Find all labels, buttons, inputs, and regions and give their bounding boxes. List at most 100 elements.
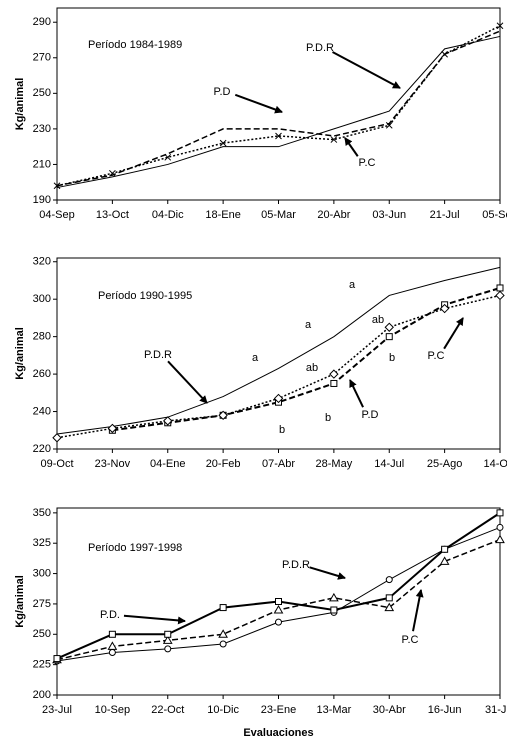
y-tick-label: 290 xyxy=(33,16,51,28)
y-tick-label: 320 xyxy=(33,256,51,268)
point xyxy=(330,136,338,143)
point xyxy=(107,641,118,650)
y-tick-label: 250 xyxy=(33,628,51,640)
point xyxy=(330,379,338,387)
point xyxy=(219,640,227,648)
series-arrow xyxy=(332,51,401,89)
series-arrow xyxy=(123,614,186,625)
x-tick-label: 10-Sep xyxy=(95,704,130,716)
point xyxy=(441,545,449,553)
x-tick-label: 14-Oct xyxy=(483,458,507,470)
x-tick-label: 16-Jun xyxy=(428,704,462,716)
point xyxy=(164,153,172,161)
series-label: P.D xyxy=(214,86,231,98)
y-tick-label: 275 xyxy=(33,598,51,610)
y-tick-label: 260 xyxy=(33,368,51,380)
point xyxy=(273,393,284,404)
y-tick-label: 350 xyxy=(33,507,51,519)
chart-title: Período 1984-1989 xyxy=(88,39,182,51)
y-tick-label: 240 xyxy=(33,405,51,417)
series-arrow xyxy=(443,317,464,350)
x-axis-label: Evaluaciones xyxy=(243,727,313,739)
point xyxy=(163,416,173,426)
point xyxy=(219,604,227,612)
x-tick-label: 05-Mar xyxy=(261,209,296,221)
y-tick-label: 280 xyxy=(33,331,51,343)
point xyxy=(496,523,504,531)
y-tick-label: 190 xyxy=(33,194,51,206)
x-tick-label: 04-Dic xyxy=(152,209,184,221)
x-tick-label: 20-Abr xyxy=(317,209,350,221)
series-label: P.D.R xyxy=(306,42,334,54)
y-tick-label: 250 xyxy=(33,87,51,99)
annotation: b xyxy=(389,352,395,364)
x-tick-label: 09-Oct xyxy=(40,458,73,470)
annotation: a xyxy=(252,352,259,364)
y-tick-label: 220 xyxy=(33,443,51,455)
point xyxy=(496,284,504,292)
chart-title: Período 1997-1998 xyxy=(88,542,182,554)
x-tick-label: 21-Jul xyxy=(430,209,460,221)
x-tick-label: 03-Jun xyxy=(372,209,406,221)
point xyxy=(218,410,228,421)
point xyxy=(108,649,116,656)
x-tick-label: 04-Ene xyxy=(150,458,185,470)
series-arrow xyxy=(234,93,283,114)
x-tick-label: 30-Abr xyxy=(373,704,406,716)
point xyxy=(385,576,393,584)
point xyxy=(164,630,172,638)
series-label: P.C xyxy=(359,157,376,169)
point xyxy=(495,534,505,544)
y-tick-label: 225 xyxy=(33,659,51,671)
series-line xyxy=(56,35,501,189)
point xyxy=(164,645,172,653)
x-tick-label: 23-Ene xyxy=(261,704,296,716)
point xyxy=(329,592,339,602)
point xyxy=(439,303,450,314)
point xyxy=(384,602,395,612)
annotation: b xyxy=(279,424,285,436)
annotation: a xyxy=(349,279,356,291)
x-tick-label: 13-Mar xyxy=(316,704,351,716)
chart-title: Período 1990-1995 xyxy=(98,290,192,302)
x-tick-label: 13-Oct xyxy=(96,209,129,221)
point xyxy=(441,50,448,58)
x-tick-label: 25-Ago xyxy=(427,458,462,470)
y-axis-label: Kg/animal xyxy=(14,78,26,131)
series-arrow xyxy=(412,589,424,632)
x-tick-label: 31-Jul xyxy=(485,704,507,716)
point xyxy=(107,423,118,434)
annotation: ab xyxy=(372,314,384,326)
series-arrow xyxy=(349,379,364,408)
x-tick-label: 07-Abr xyxy=(262,458,295,470)
x-tick-label: 05-Sep xyxy=(482,209,507,221)
point xyxy=(385,333,393,341)
series-line xyxy=(56,294,501,439)
series-line xyxy=(56,266,501,435)
x-tick-label: 04-Sep xyxy=(39,209,74,221)
series-arrow xyxy=(309,566,346,580)
point xyxy=(218,629,228,638)
series-label: P.D xyxy=(362,409,379,421)
series-label: P.C xyxy=(428,350,445,362)
y-tick-label: 230 xyxy=(33,123,51,135)
x-tick-label: 22-Oct xyxy=(151,704,184,716)
series-line xyxy=(56,25,501,187)
annotation: a xyxy=(305,319,312,331)
point xyxy=(329,369,339,379)
x-tick-label: 20-Feb xyxy=(206,458,241,470)
point xyxy=(330,606,338,614)
annotation: ab xyxy=(306,362,318,374)
point xyxy=(275,598,282,605)
point xyxy=(496,509,504,517)
point xyxy=(439,556,450,565)
y-tick-label: 300 xyxy=(33,567,51,579)
series-label: P.D. xyxy=(100,609,120,621)
series-arrow xyxy=(167,360,208,404)
point xyxy=(162,635,173,644)
y-tick-label: 200 xyxy=(33,689,51,701)
x-tick-label: 14-Jul xyxy=(374,458,404,470)
point xyxy=(273,604,284,614)
x-tick-label: 23-Nov xyxy=(95,458,131,470)
series-arrow xyxy=(344,137,359,157)
